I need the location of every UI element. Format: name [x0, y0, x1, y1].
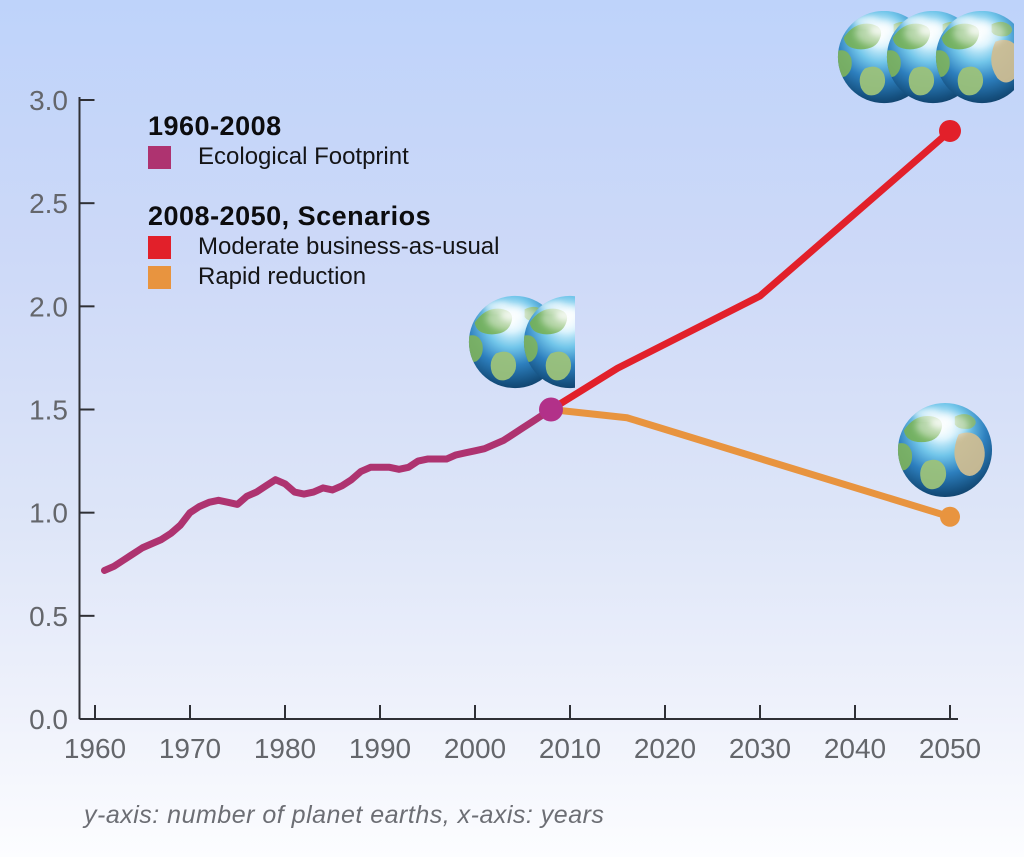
legend-title-historical: 1960-2008 — [148, 111, 282, 141]
moderate-label: Moderate business-as-usual — [198, 233, 500, 260]
planet-one-illustration — [897, 402, 993, 498]
footprint-label: Ecological Footprint — [198, 143, 409, 170]
x-tick-label: 2020 — [634, 733, 696, 764]
x-tick-label: 2010 — [539, 733, 601, 764]
x-tick-label: 2030 — [729, 733, 791, 764]
legend-row-moderate: Moderate business-as-usual — [148, 232, 500, 262]
legend-row-footprint: Ecological Footprint — [148, 142, 500, 172]
x-tick-label: 2050 — [919, 733, 981, 764]
planets-three-illustration — [836, 11, 1014, 105]
y-tick-label: 0.0 — [29, 704, 68, 735]
moderate-2050-marker — [939, 119, 961, 142]
x-tick-label: 1980 — [254, 733, 316, 764]
y-tick-label: 1.0 — [29, 498, 68, 529]
legend-block-scenarios: 2008-2050, Scenarios Moderate business-a… — [148, 200, 500, 292]
y-tick-label: 3.0 — [29, 85, 68, 116]
y-tick-label: 1.5 — [29, 395, 68, 426]
rapid-2050-marker — [940, 506, 960, 527]
legend-row-rapid: Rapid reduction — [148, 262, 500, 292]
series-line-ecological-footprint — [101, 406, 555, 574]
moderate-swatch — [148, 235, 171, 259]
y-tick-label: 0.5 — [29, 601, 68, 632]
footprint-2008-marker — [539, 397, 563, 422]
legend-title-scenarios: 2008-2050, Scenarios — [148, 201, 432, 231]
y-tick-label: 2.0 — [29, 291, 68, 322]
footprint-swatch — [148, 145, 171, 169]
legend-block-historical: 1960-2008 Ecological Footprint — [148, 110, 500, 172]
rapid-swatch — [148, 265, 171, 289]
series-line-rapid-reduction — [547, 406, 954, 521]
x-tick-label: 1960 — [64, 733, 126, 764]
earth-icon — [897, 403, 992, 497]
x-tick-label: 2040 — [824, 733, 886, 764]
rapid-label: Rapid reduction — [198, 263, 367, 290]
x-tick-label: 2000 — [444, 733, 506, 764]
x-tick-label: 1970 — [159, 733, 221, 764]
y-tick-label: 2.5 — [29, 188, 68, 219]
axes-caption: y-axis: number of planet earths, x-axis:… — [84, 801, 605, 829]
legend: 1960-2008 Ecological Footprint 2008-2050… — [148, 110, 500, 320]
x-tick-label: 1990 — [349, 733, 411, 764]
series-line-moderate-business-as-usual — [547, 127, 954, 414]
